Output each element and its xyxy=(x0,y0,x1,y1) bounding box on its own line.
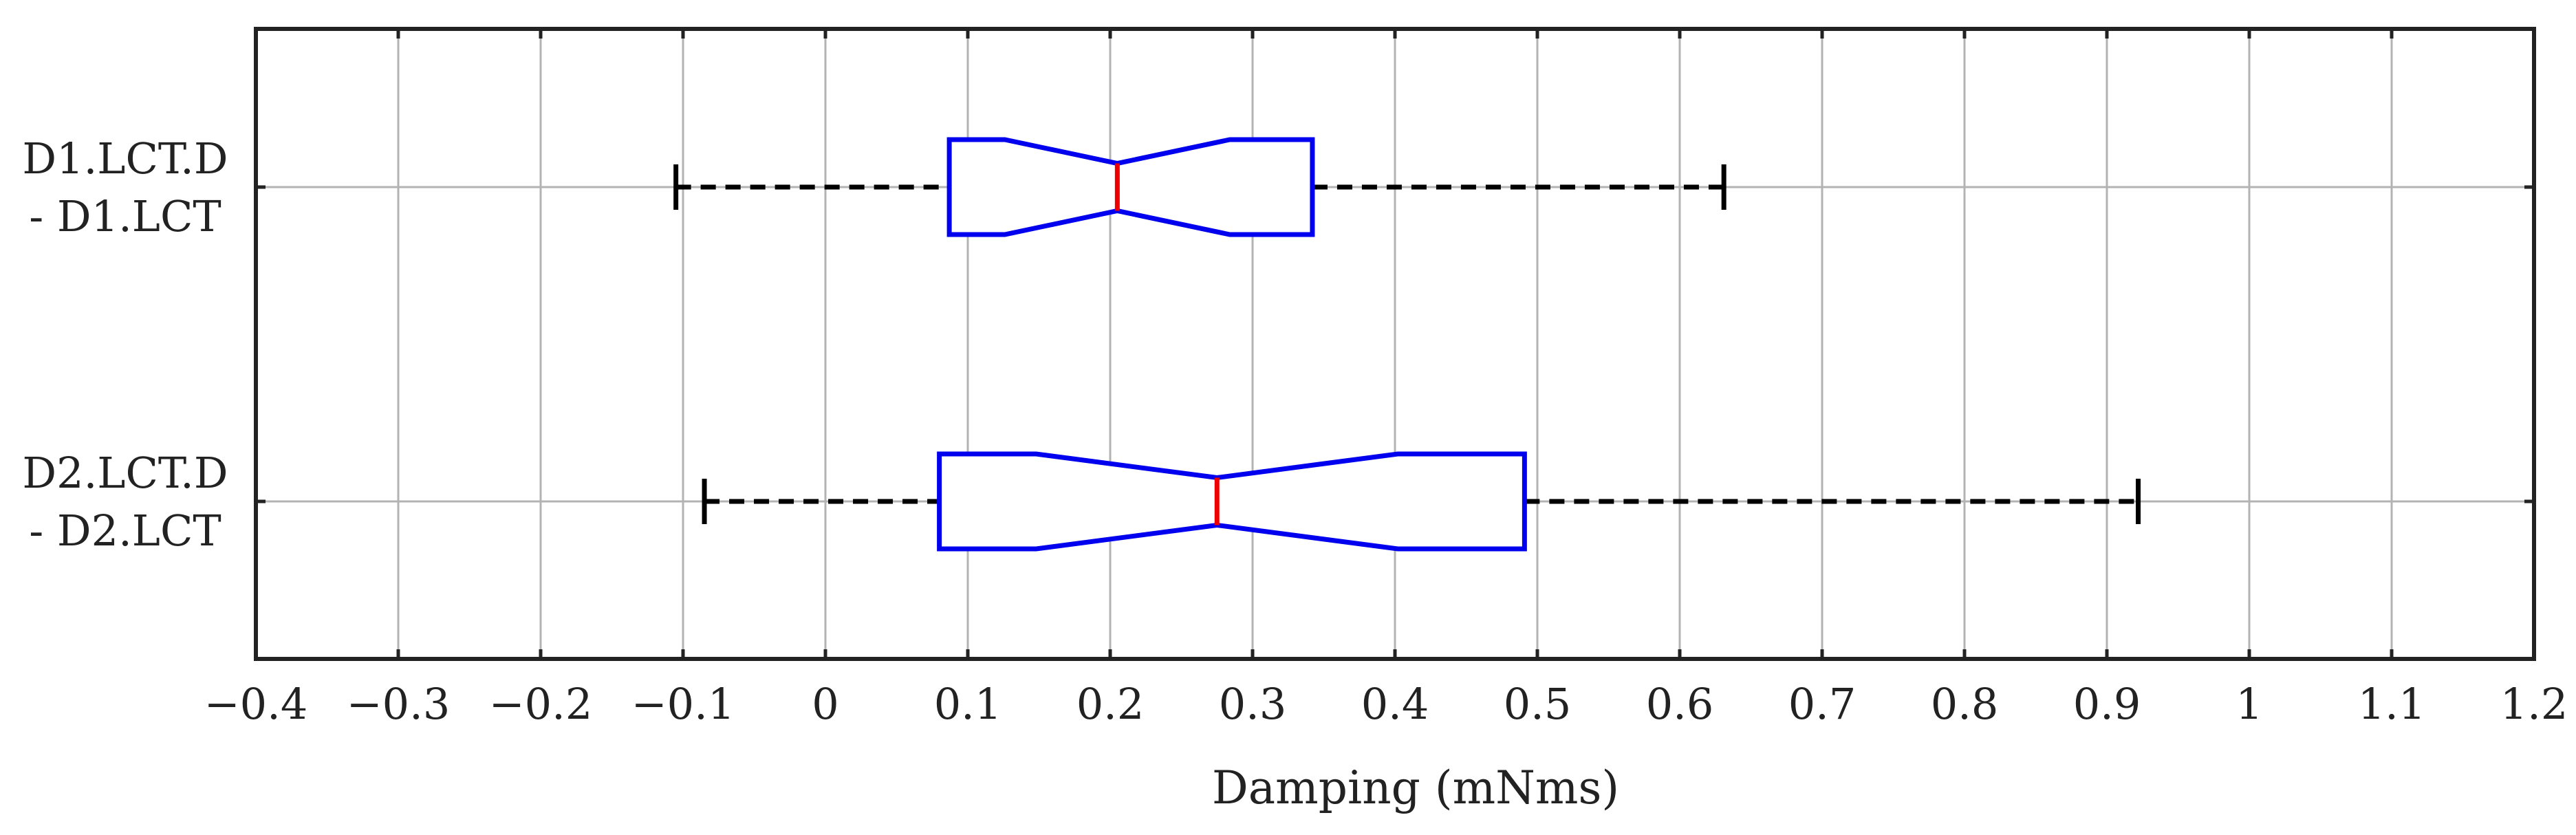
x-tick-label: 0.9 xyxy=(2073,679,2141,729)
x-tick-label: 1.2 xyxy=(2500,679,2568,729)
notched-box xyxy=(937,451,1527,552)
x-tick-label: −0.1 xyxy=(631,679,735,729)
x-tick-label: 0 xyxy=(812,679,838,729)
x-tick-label: 0.3 xyxy=(1219,679,1287,729)
y-category-label-line: - D1.LCT xyxy=(29,191,221,241)
y-category-label-line: D2.LCT.D xyxy=(22,448,228,498)
x-tick-label: 0.4 xyxy=(1361,679,1429,729)
y-category-label-line: - D2.LCT xyxy=(29,506,221,556)
x-tick-label: 0.1 xyxy=(934,679,1002,729)
box-1 xyxy=(673,137,1727,237)
x-tick-label: −0.3 xyxy=(347,679,451,729)
y-category-label-line: D1.LCT.D xyxy=(22,133,228,184)
x-tick-label: 0.7 xyxy=(1788,679,1857,729)
box-series xyxy=(673,137,2141,552)
box-2 xyxy=(702,451,2141,552)
x-tick-label: 0.6 xyxy=(1646,679,1714,729)
grid-lines xyxy=(397,29,2393,659)
x-tick-label: 0.8 xyxy=(1931,679,1999,729)
x-tick-label: −0.2 xyxy=(489,679,593,729)
x-tick-label: 1.1 xyxy=(2358,679,2426,729)
x-tick-label: 0.5 xyxy=(1504,679,1572,729)
x-tick-label: 1 xyxy=(2236,679,2262,729)
y-axis-category-labels: D1.LCT.D - D1.LCT D2.LCT.D - D2.LCT xyxy=(22,133,2534,556)
x-axis-title: Damping (mNms) xyxy=(1212,761,1619,814)
x-axis-ticks: −0.4 −0.3 −0.2 −0.1 0 0.1 0.2 0.3 0.4 0.5 0.6 0.7 0.… xyxy=(204,29,2568,729)
x-tick-label: 0.2 xyxy=(1076,679,1145,729)
x-tick-label: −0.4 xyxy=(204,679,308,729)
notched-box xyxy=(946,137,1315,237)
